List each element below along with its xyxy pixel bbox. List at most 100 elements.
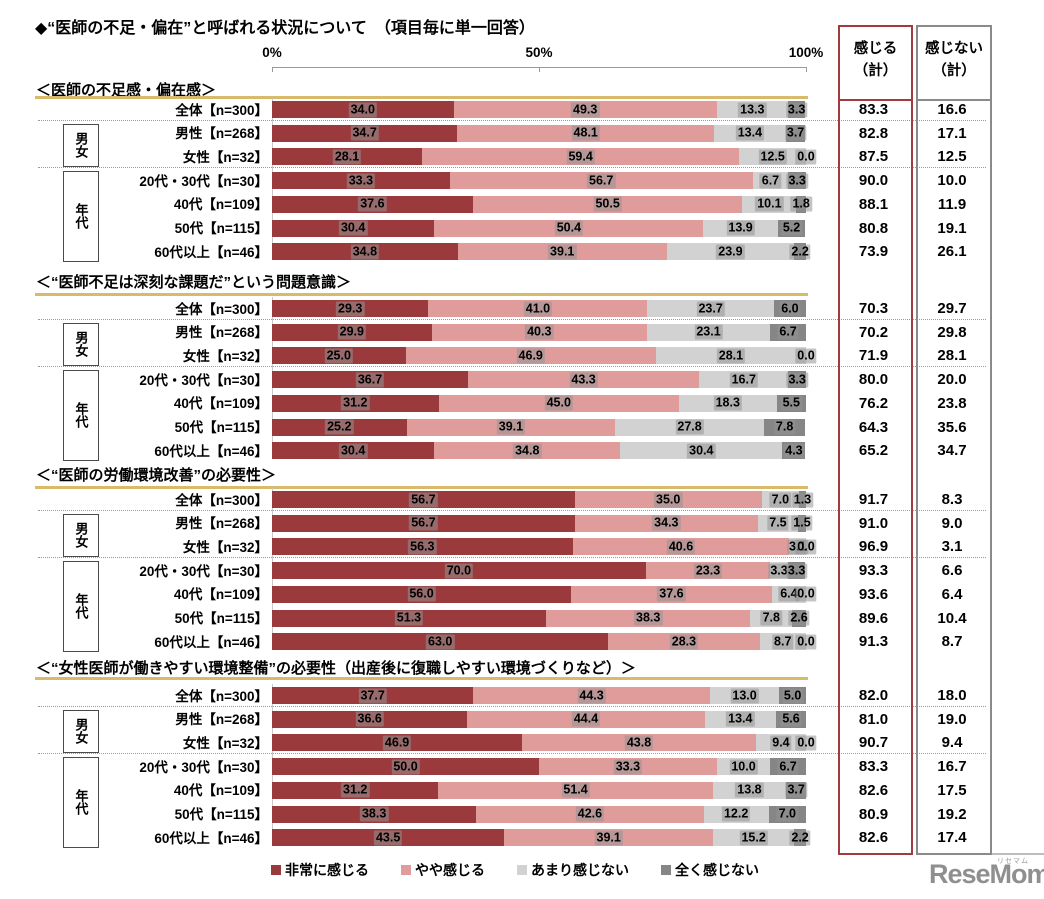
agree-total-value: 64.3 bbox=[858, 418, 889, 436]
segment-value: 25.2 bbox=[325, 419, 354, 435]
segment-value: 3.7 bbox=[784, 125, 807, 141]
axis-tick-mark bbox=[272, 67, 273, 72]
bar-segment-very: 28.1 bbox=[272, 148, 423, 166]
dotted-separator bbox=[38, 318, 986, 320]
segment-value: 42.6 bbox=[575, 806, 605, 822]
agree-total-value: 82.0 bbox=[858, 687, 889, 704]
summary-header-line1: 感じる bbox=[853, 41, 898, 57]
disagree-total-value: 11.9 bbox=[937, 195, 967, 213]
segment-value: 40.6 bbox=[666, 539, 696, 555]
segment-value: 41.0 bbox=[523, 301, 553, 316]
bar-segment-very: 56.3 bbox=[272, 538, 573, 556]
segment-value: 49.3 bbox=[571, 102, 600, 117]
stacked-bar: 46.9 43.8 9.4 0.0 bbox=[272, 734, 817, 752]
disagree-total-value: 34.7 bbox=[937, 442, 967, 460]
segment-value: 44.4 bbox=[571, 711, 601, 727]
agree-total-value: 71.9 bbox=[858, 347, 889, 365]
row-label: 男性【n=268】 bbox=[175, 712, 268, 728]
segment-value: 7.5 bbox=[767, 515, 789, 531]
segment-value: 8.7 bbox=[772, 634, 794, 650]
segment-value: 70.0 bbox=[444, 563, 474, 579]
section-title: ＜“医師の労働環境改善”の必要性＞ bbox=[36, 467, 277, 484]
segment-value: 34.3 bbox=[652, 515, 681, 531]
bar-segment-somewhat: 39.1 bbox=[504, 829, 714, 847]
segment-value: 18.3 bbox=[713, 395, 742, 411]
bar-segment-somewhat: 45.0 bbox=[438, 394, 679, 412]
row-label: 全体【n=300】 bbox=[175, 688, 268, 704]
disagree-total-value: 28.1 bbox=[937, 347, 967, 365]
segment-value: 3.3 bbox=[786, 173, 808, 189]
bar-segment-not-much: 13.4 bbox=[714, 124, 786, 142]
section-title: ＜“医師不足は深刻な課題だ”という問題意識＞ bbox=[36, 274, 352, 291]
segment-value: 30.4 bbox=[338, 443, 368, 459]
bar-segment-somewhat: 44.3 bbox=[473, 687, 710, 704]
summary-box-agree: 感じる （計） bbox=[838, 25, 913, 855]
disagree-total-value: 20.0 bbox=[937, 371, 967, 389]
bar-segment-very: 34.8 bbox=[272, 243, 458, 261]
segment-value: 36.6 bbox=[355, 711, 384, 727]
agree-total-value: 82.6 bbox=[858, 829, 889, 847]
bar-segment-very: 37.7 bbox=[272, 687, 474, 704]
bar-segment-somewhat: 51.4 bbox=[438, 781, 713, 799]
gender-group-box: 男女 bbox=[63, 513, 99, 558]
bar-segment-very: 31.2 bbox=[272, 781, 439, 799]
disagree-total-value: 19.0 bbox=[937, 710, 967, 728]
legend-swatch bbox=[271, 865, 281, 875]
bar-segment-not-much: 13.9 bbox=[703, 219, 778, 237]
legend-label: 全く感じない bbox=[675, 862, 759, 878]
segment-value: 2.2 bbox=[789, 244, 811, 260]
bar-segment-somewhat: 37.6 bbox=[571, 585, 772, 603]
row-label: 男性【n=268】 bbox=[175, 325, 268, 341]
segment-value: 13.4 bbox=[735, 125, 765, 141]
agree-total-value: 70.2 bbox=[858, 323, 889, 341]
segment-value: 34.8 bbox=[513, 443, 542, 459]
segment-value: 0.0 bbox=[795, 149, 817, 165]
bar-segment-very: 25.0 bbox=[272, 347, 406, 365]
segment-value: 23.7 bbox=[696, 301, 725, 316]
summary-header-line2: （計） bbox=[932, 63, 976, 80]
stacked-bar: 50.0 33.3 10.0 6.7 bbox=[272, 758, 806, 776]
bar-segment-not-much: 23.7 bbox=[647, 300, 774, 317]
segment-value: 5.5 bbox=[780, 395, 802, 411]
row-label: 全体【n=300】 bbox=[175, 301, 268, 317]
segment-value: 34.7 bbox=[350, 125, 379, 141]
segment-value: 7.0 bbox=[769, 492, 792, 507]
segment-value: 38.3 bbox=[634, 610, 663, 626]
bar-segment-not-much: 23.9 bbox=[666, 243, 795, 261]
segment-value: 0.0 bbox=[795, 539, 817, 555]
legend-item: 非常に感じる bbox=[271, 860, 369, 880]
row-label: 60代以上【n=46】 bbox=[154, 244, 268, 260]
segment-value: 34.0 bbox=[348, 102, 377, 117]
bar-segment-not-at-all: 2.2 bbox=[789, 243, 811, 261]
section-title: ＜医師の不足感・偏在感＞ bbox=[36, 82, 217, 99]
bar-segment-very: 46.9 bbox=[272, 734, 523, 752]
stacked-bar: 36.6 44.4 13.4 5.6 bbox=[272, 710, 806, 728]
row-label: 女性【n=32】 bbox=[182, 539, 268, 555]
agree-total-value: 83.3 bbox=[858, 758, 889, 776]
age-group-box: 年代 bbox=[63, 171, 99, 262]
disagree-total-value: 3.1 bbox=[941, 538, 963, 556]
row-label: 50代【n=115】 bbox=[174, 221, 268, 236]
bar-segment-not-much: 13.4 bbox=[704, 710, 777, 728]
bar-segment-somewhat: 23.3 bbox=[645, 562, 771, 580]
bar-segment-somewhat: 43.3 bbox=[467, 371, 700, 389]
bar-segment-not-at-all: 3.7 bbox=[784, 124, 807, 142]
page-title: ◆“医師の不足・偏在”と呼ばれる状況について （項目毎に単一回答） bbox=[35, 20, 535, 37]
bar-segment-not-at-all: 4.3 bbox=[782, 442, 806, 460]
segment-value: 7.8 bbox=[760, 610, 782, 626]
segment-value: 3.7 bbox=[785, 782, 807, 798]
segment-value: 48.1 bbox=[571, 125, 600, 141]
stacked-bar: 38.3 42.6 12.2 7.0 bbox=[272, 805, 806, 823]
segment-value: 12.2 bbox=[721, 806, 751, 822]
agree-total-value: 82.6 bbox=[858, 781, 889, 799]
bar-segment-somewhat: 33.3 bbox=[539, 758, 717, 776]
summary-header-line1: 感じない bbox=[925, 41, 983, 57]
bar-segment-somewhat: 44.4 bbox=[467, 710, 705, 728]
dotted-separator bbox=[38, 557, 986, 559]
stacked-bar: 28.1 59.4 12.5 0.0 bbox=[272, 148, 817, 166]
dotted-separator bbox=[38, 119, 986, 121]
bar-segment-not-at-all: 6.7 bbox=[770, 323, 806, 341]
row-label: 50代【n=115】 bbox=[174, 807, 268, 822]
section-gold-divider bbox=[35, 486, 808, 489]
segment-value: 25.0 bbox=[324, 348, 353, 364]
